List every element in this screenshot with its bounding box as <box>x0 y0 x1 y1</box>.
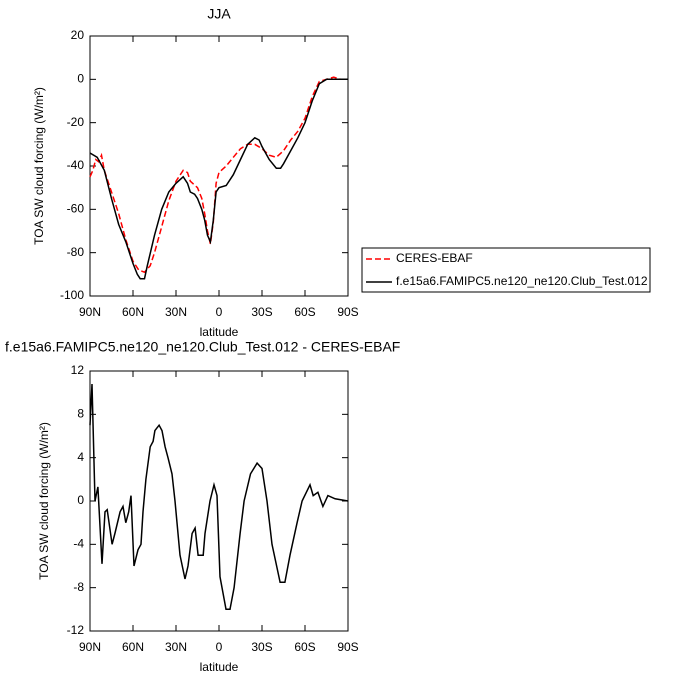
x-tick-label: 30N <box>165 640 187 654</box>
y-tick-label: -4 <box>73 537 84 551</box>
x-tick-label: 60S <box>294 640 315 654</box>
x-tick-label: 30N <box>165 305 187 319</box>
y-axis-label: TOA SW cloud forcing (W/m²) <box>32 87 46 245</box>
x-axis-label: latitude <box>200 325 239 339</box>
x-tick-label: 60S <box>294 305 315 319</box>
y-tick-label: 0 <box>77 72 84 86</box>
x-axis-label: latitude <box>200 660 239 674</box>
y-tick-label: -60 <box>67 202 85 216</box>
y-tick-label: 8 <box>77 407 84 421</box>
x-tick-label: 0 <box>216 640 223 654</box>
x-tick-label: 90S <box>337 640 358 654</box>
legend-label: CERES-EBAF <box>396 251 473 265</box>
data-line <box>89 383 349 611</box>
y-tick-label: -100 <box>60 288 84 302</box>
y-tick-label: -12 <box>67 623 85 637</box>
y-tick-label: 20 <box>71 28 85 42</box>
y-tick-label: -8 <box>73 580 84 594</box>
plot-frame <box>89 370 349 632</box>
data-line <box>89 78 348 280</box>
legend-label: f.e15a6.FAMIPC5.ne120_ne120.Club_Test.01… <box>396 274 648 288</box>
plot-frame <box>89 35 349 297</box>
x-tick-label: 90N <box>79 305 101 319</box>
chart-title: f.e15a6.FAMIPC5.ne120_ne120.Club_Test.01… <box>5 339 400 355</box>
y-tick-label: 0 <box>77 493 84 507</box>
x-tick-label: 0 <box>216 305 223 319</box>
y-tick-label: -80 <box>67 245 85 259</box>
data-line <box>89 76 348 274</box>
x-tick-label: 90S <box>337 305 358 319</box>
y-tick-label: 12 <box>71 363 85 377</box>
x-tick-label: 30S <box>251 305 272 319</box>
x-tick-label: 60N <box>122 305 144 319</box>
y-tick-label: -40 <box>67 158 85 172</box>
legend-box <box>361 247 651 293</box>
y-axis-label: TOA SW cloud forcing (W/m²) <box>37 422 51 580</box>
x-tick-label: 60N <box>122 640 144 654</box>
x-tick-label: 30S <box>251 640 272 654</box>
y-tick-label: -20 <box>67 115 85 129</box>
y-tick-label: 4 <box>77 450 84 464</box>
chart-title: JJA <box>207 6 231 22</box>
x-tick-label: 90N <box>79 640 101 654</box>
